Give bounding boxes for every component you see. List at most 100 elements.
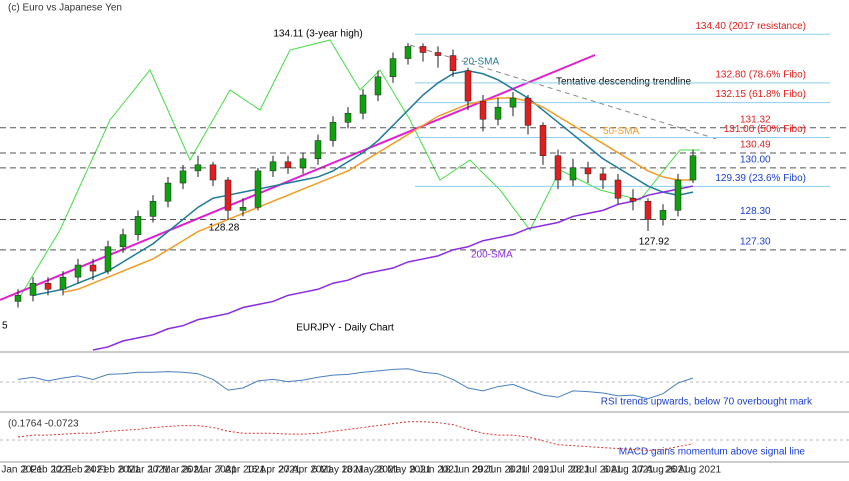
candle-body: [89, 264, 97, 272]
candle-body: [599, 173, 607, 181]
x-tick-label: 17 Mar 2021: [148, 465, 205, 476]
level-label: 129.39 (23.6% Fibo): [715, 173, 806, 184]
candle-body: [74, 264, 82, 278]
candle-body: [419, 46, 427, 53]
candle-body: [104, 246, 112, 272]
x-tick-label: 7 Apr 2021: [217, 465, 266, 476]
x-tick-label: 27 Apr 2021: [279, 465, 333, 476]
candle-body: [434, 52, 442, 56]
candle-body: [659, 210, 667, 220]
level-label: 130.49: [740, 140, 771, 151]
x-tick-label: 26 Mar 2021: [181, 465, 238, 476]
x-tick-label: 18 Jun 2021: [439, 465, 494, 476]
candle-body: [494, 106, 502, 120]
candle-body: [119, 234, 127, 248]
candle-body: [449, 55, 457, 71]
candle-body: [44, 282, 52, 290]
level-label: 132.15 (61.8% Fibo): [715, 89, 806, 100]
candle-body: [614, 179, 622, 199]
sma-line: [32, 69, 694, 297]
x-tick-label: 19 Jul 2021: [538, 465, 590, 476]
x-tick-label: 17 Aug 2021: [633, 465, 690, 476]
candle-body: [509, 97, 517, 108]
candle-body: [569, 167, 577, 181]
sma-label: 20-SMA: [463, 56, 499, 67]
x-tick-label: 29 Jun 2021: [472, 465, 527, 476]
descending-trendline: [409, 44, 721, 141]
macd-line: [17, 421, 694, 451]
annotation: 128.28: [209, 223, 240, 234]
x-tick-label: 28 May 2021: [374, 465, 432, 476]
candle-body: [149, 201, 157, 217]
candle-body: [179, 170, 187, 184]
sma-label: 50-SMA: [603, 126, 639, 137]
candle-body: [314, 140, 322, 160]
x-tick-label: 26 Aug 2021: [665, 465, 722, 476]
candle-body: [329, 122, 337, 141]
annotation: 5: [2, 321, 8, 332]
candle-body: [254, 170, 262, 208]
x-tick-label: 24 Feb 2021: [84, 465, 141, 476]
candle-body: [479, 100, 487, 120]
candle-body: [674, 179, 682, 211]
candle-body: [554, 155, 562, 181]
x-tick-label: 9 Jun 2021: [410, 465, 460, 476]
chart-title: EURJPY - Daily Chart: [296, 323, 394, 334]
macd-note: MACD gains momentum above signal line: [619, 447, 806, 458]
candle-body: [224, 179, 232, 211]
candle-body: [389, 58, 397, 78]
candle-body: [14, 295, 22, 302]
sma-line: [62, 97, 693, 294]
level-label: 128.30: [740, 206, 771, 217]
header: (c) Euro vs Japanese Yen: [8, 3, 122, 14]
candle-body: [299, 158, 307, 169]
rsi-note: RSI trends upwards, below 70 overbought …: [601, 397, 813, 408]
rsi-line: [17, 368, 694, 400]
level-label: 130.00: [740, 154, 771, 165]
ascending-trendline: [0, 54, 596, 301]
x-tick-label: 18 May 2021: [341, 465, 399, 476]
x-tick-label: 12 Feb 2021: [51, 465, 108, 476]
candle-body: [539, 125, 547, 156]
candle-body: [584, 167, 592, 175]
candle-body: [134, 216, 142, 235]
sma-label: 200-SMA: [471, 249, 513, 260]
candle-body: [269, 161, 277, 172]
candle-body: [194, 164, 202, 172]
level-label: 131.32: [740, 114, 771, 125]
x-tick-label: 8 Mar 2021: [119, 465, 170, 476]
macd-header: (0.1764 -0.0723: [8, 419, 79, 430]
lagging-span: [17, 39, 700, 301]
candle-body: [359, 94, 367, 114]
candle-body: [374, 76, 382, 96]
candle-body: [629, 197, 637, 202]
candle-body: [284, 161, 292, 169]
x-tick-label: 2 Feb 2021: [22, 465, 73, 476]
x-tick-label: 16 Apr 2021: [246, 465, 300, 476]
level-label: 131.00 (50% Fibo): [724, 124, 806, 135]
x-tick-label: 6 Aug 2021: [603, 465, 654, 476]
annotation: 134.11 (3-year high): [273, 29, 362, 40]
candle-body: [689, 155, 697, 181]
sma-line: [92, 185, 694, 351]
annotation: 127.92: [639, 237, 670, 248]
candle-body: [239, 207, 247, 211]
candle-body: [59, 276, 67, 290]
x-tick-label: 8 Jul 2021: [508, 465, 555, 476]
candle-body: [464, 70, 472, 102]
candle-body: [404, 46, 412, 59]
candle-body: [209, 164, 217, 181]
candle-body: [29, 282, 37, 296]
x-tick-label: 6 May 2021: [312, 465, 365, 476]
annotation: Tentative descending trendline: [556, 77, 692, 88]
x-tick-label: 28 Jul 2021: [570, 465, 622, 476]
level-label: 127.30: [740, 236, 771, 247]
candle-body: [344, 112, 352, 123]
x-tick-label: 21 Jan 2021: [0, 465, 43, 476]
candle-body: [644, 201, 652, 220]
level-label: 132.80 (78.6% Fibo): [715, 69, 806, 80]
candle-body: [164, 182, 172, 202]
candle-body: [524, 97, 532, 126]
level-label: 134.40 (2017 resistance): [695, 21, 806, 32]
